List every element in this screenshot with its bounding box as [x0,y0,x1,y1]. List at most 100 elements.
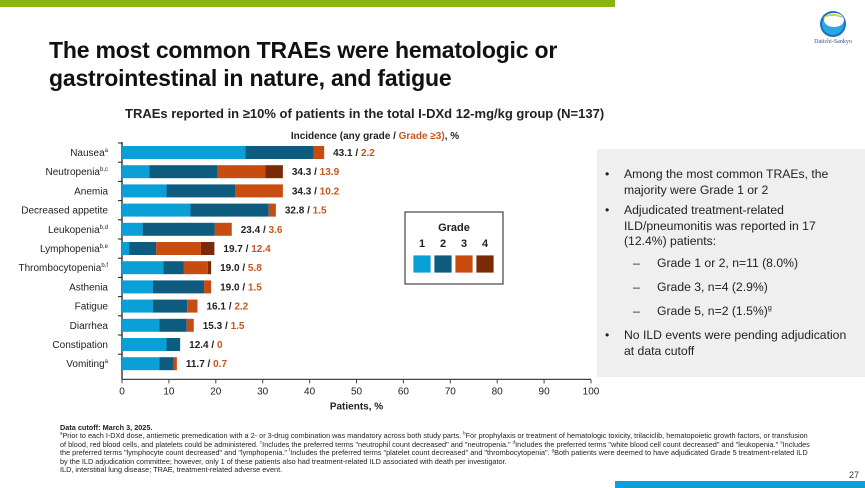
value-label: 19.0 / 1.5 [220,282,262,293]
bar-segment-grade-1 [122,299,153,313]
footnote-text: aPrior to each I-DXd dose, antiemetic pr… [60,430,810,466]
bullet-text: Adjudicated treatment-related ILD/pneumo… [624,203,816,248]
category-label: Neutropeniab,c [46,167,109,178]
footnote-item: Includes the preferred terms "white bloo… [515,439,781,449]
legend-grade-label: 2 [440,238,446,250]
bar-segment-grade-2 [129,242,157,255]
bar-segment-grade-4 [207,261,212,275]
bar-segment-grade-2 [163,261,184,275]
category-label: Anemia [74,186,108,197]
legend-swatch-grade-2 [433,254,453,274]
category-label: Constipation [52,340,108,351]
category-label: Decreased appetite [21,206,108,217]
bar-segment-grade-1 [122,318,160,332]
bar-segment-grade-4 [265,165,283,179]
value-label: 32.8 / 1.5 [285,206,327,217]
footnote-marker: b [463,430,466,436]
bar-segment-grade-2 [159,357,174,371]
footnote-marker: f [288,447,291,453]
bar-segment-grade-2 [149,165,218,179]
stacked-bar-chart: Incidence (any grade / Grade ≥3), % 0 10 20… [19,131,600,412]
dash-marker: – [633,280,640,294]
footnote-item: Includes the preferred terms "platelet c… [290,448,552,458]
x-axis-label: Patients, % [330,401,383,412]
legend-swatch-grade-4 [475,254,495,274]
footnote-item: Both patients were deemed to have adjudi… [60,448,808,466]
x-tick-label: 40 [304,386,316,397]
x-tick-label: 20 [210,386,222,397]
bar-segment-grade-3 [235,184,283,198]
bullet-marker: • [605,328,610,342]
bar-segment-grade-2 [166,338,181,351]
bar-segment-grade-3 [204,280,212,294]
chart-subtitle: Incidence (any grade / Grade ≥3), % [291,131,459,142]
footnotes: Data cutoff: March 3, 2025. aPrior to ea… [60,423,810,475]
value-label: 12.4 / 0 [189,340,223,351]
value-label: 11.7 / 0.7 [186,359,228,370]
x-tick-label: 100 [583,386,600,397]
x-tick-label: 30 [257,386,269,397]
legend-grade-label: 4 [482,238,489,250]
bar-segment-grade-2 [190,203,269,217]
x-tick-label: 10 [163,386,175,397]
bar-segment-grade-1 [122,261,164,275]
value-label: 34.3 / 10.2 [292,186,340,197]
bar-segment-grade-2 [142,222,215,236]
bar-segment-grade-3 [268,203,276,217]
bar-segment-grade-3 [173,357,177,371]
category-label: Leukopeniab,d [48,225,108,236]
bar-segment-grade-1 [122,338,167,351]
value-label: 43.1 / 2.2 [333,148,375,159]
sub-bullet-item: – Grade 3, n=4 (2.9%) [633,280,857,296]
x-tick-label: 80 [492,386,504,397]
slide-title: The most common TRAEs were hematologic o… [49,37,558,91]
daiichi-sankyo-logo: Daiichi-Sankyo [808,8,858,50]
x-tick-label: 50 [351,386,363,397]
bottom-accent-bar [615,481,865,488]
value-label: 16.1 / 2.2 [207,302,249,313]
bar-segment-grade-3 [217,165,266,179]
abbreviations: ILD, interstitial lung disease; TRAE, tr… [60,465,283,475]
sub-bullet-item: – Grade 1 or 2, n=11 (8.0%) [633,256,857,272]
x-tick-label: 70 [445,386,457,397]
logo-mark-icon [820,11,846,37]
chart-title: TRAEs reported in ≥10% of patients in th… [125,106,605,121]
footnote-item: Includes the preferred terms "lymphocyte… [60,439,810,458]
bullet-text: No ILD events were pending adjudication … [624,328,847,358]
x-tick-label: 90 [539,386,551,397]
bar-segment-grade-3 [183,261,208,275]
bullet-text: Grade 1 or 2, n=11 (8.0%) [657,256,799,270]
footnote-marker: d [512,439,516,445]
x-tick-label: 0 [119,386,125,397]
footnote-marker: c [259,439,263,445]
bar-segment-grade-3 [214,222,232,236]
bar-segment-grade-1 [122,280,153,294]
footnote-marker: a [60,430,63,436]
bullet-item: • Adjudicated treatment-related ILD/pneum… [605,203,857,250]
bar-segment-grade-1 [122,146,246,159]
category-label: Vomitinga [66,359,108,370]
bar-segment-grade-1 [122,203,191,217]
bar-segment-grade-2 [245,146,314,159]
dash-marker: – [633,304,640,318]
page-number: 27 [849,470,860,480]
category-label: Thrombocytopeniab,f [19,263,109,274]
bar-segment-grade-3 [187,299,198,313]
bullet-text: Among the most common TRAEs, the majorit… [624,167,829,197]
category-label: Lymphopeniab,e [40,244,109,255]
legend-swatch-grade-3 [454,254,474,274]
bullet-marker: • [605,203,610,217]
value-label: 34.3 / 13.9 [292,167,340,178]
bar-segment-grade-1 [122,357,160,371]
legend-swatch-grade-1 [412,254,432,274]
category-label: Asthenia [69,282,108,293]
bullet-text: Grade 5, n=2 (1.5%) [657,304,768,318]
legend-title: Grade [438,222,470,234]
sub-bullet-item: – Grade 5, n=2 (1.5%)g [633,304,857,320]
value-label: 19.7 / 12.4 [223,244,271,255]
value-label: 23.4 / 3.6 [241,225,283,236]
bar-segment-grade-2 [152,299,188,313]
value-label: 15.3 / 1.5 [203,321,245,332]
legend-grade-label: 1 [419,238,425,250]
bar-segment-grade-4 [200,242,215,255]
